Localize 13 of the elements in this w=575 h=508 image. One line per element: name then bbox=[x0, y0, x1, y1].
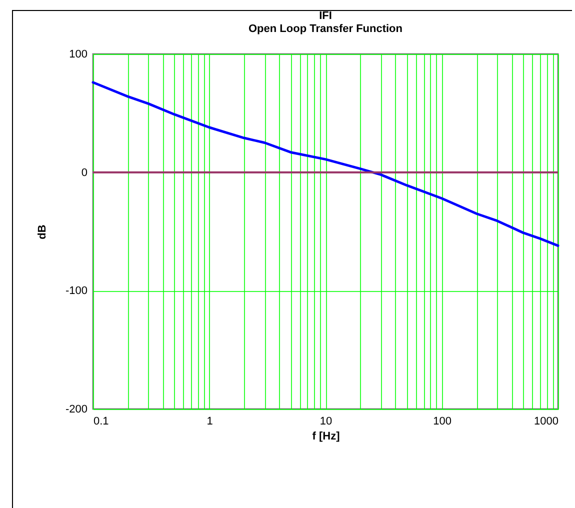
x-tick-label: 0.1 bbox=[94, 416, 109, 428]
chart-subtitle: Open Loop Transfer Function bbox=[248, 23, 403, 35]
y-tick-label: -100 bbox=[65, 285, 88, 298]
x-tick-label: 10 bbox=[320, 416, 332, 428]
y-tick-label: 0 bbox=[81, 166, 88, 179]
x-tick-label: 1000 bbox=[534, 416, 558, 428]
x-tick-label: 100 bbox=[433, 416, 452, 428]
y-tick-label: -200 bbox=[65, 404, 88, 416]
y-axis-title: dB bbox=[36, 224, 48, 240]
chart-title: IFI bbox=[319, 10, 332, 22]
x-axis-title: f [Hz] bbox=[312, 430, 340, 442]
y-tick-label: 100 bbox=[69, 48, 88, 60]
x-tick-label: 1 bbox=[206, 416, 213, 428]
